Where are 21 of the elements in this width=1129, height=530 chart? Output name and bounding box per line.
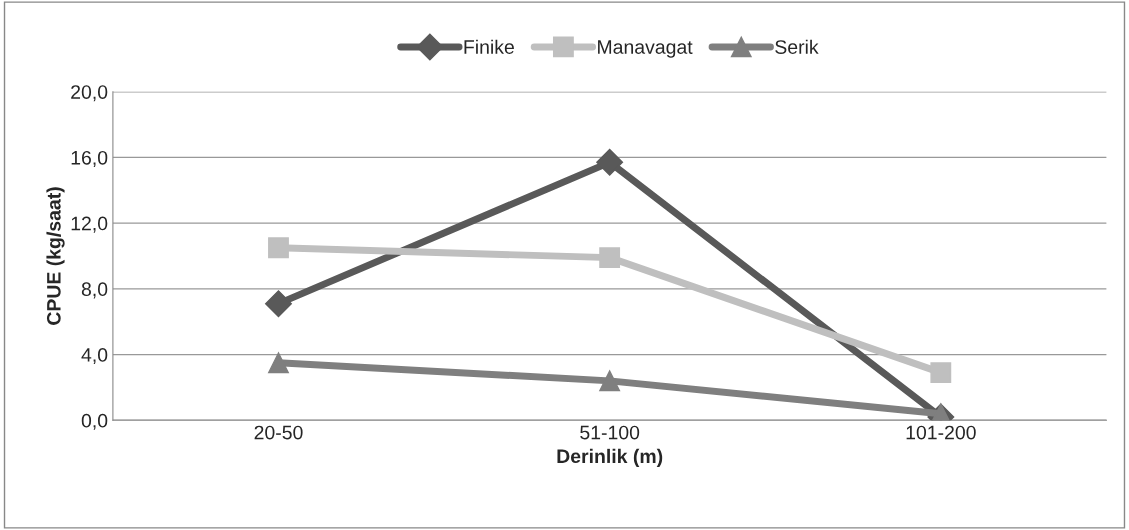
y-tick-label: 20,0 <box>71 85 108 102</box>
point <box>268 352 289 374</box>
point <box>596 148 624 176</box>
y-tick-label: 8,0 <box>81 282 108 299</box>
y-tick-label: 12,0 <box>71 216 108 233</box>
point <box>265 290 292 318</box>
x-tick-label: 51-100 <box>580 425 640 440</box>
x-tick-label: 101-200 <box>906 425 976 440</box>
y-tick-label: 16,0 <box>71 150 108 167</box>
point <box>599 247 621 269</box>
x-tick-label: 20-50 <box>254 425 303 440</box>
legend-label: Finike <box>464 39 514 54</box>
point <box>599 370 621 392</box>
point <box>930 362 952 384</box>
x-axis-title: Derinlik (m) <box>557 448 663 467</box>
y-axis-title: CPUE (kg/saat) <box>46 187 65 325</box>
legend-label: Manavagat <box>598 40 693 58</box>
legend-label: Serik <box>775 39 819 54</box>
y-tick-label: 0,0 <box>81 413 108 430</box>
point <box>268 237 289 259</box>
y-tick-label: 4,0 <box>81 348 108 365</box>
